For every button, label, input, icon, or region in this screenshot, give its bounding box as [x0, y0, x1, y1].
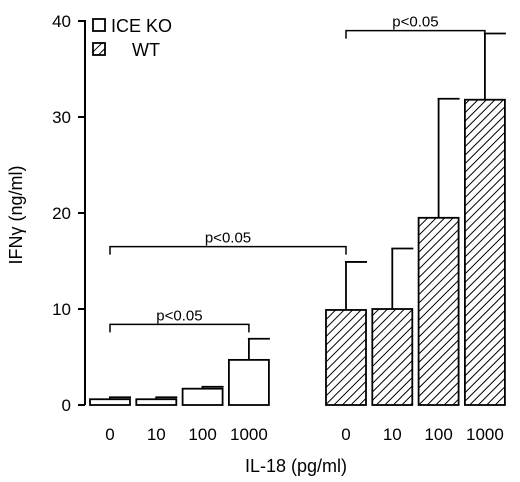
x-axis-title: IL-18 (pg/ml) — [245, 456, 347, 476]
x-tick-label: 10 — [383, 425, 402, 444]
y-tick-label: 40 — [52, 12, 71, 31]
x-tick-label: 100 — [424, 425, 452, 444]
bar-1-1 — [371, 308, 414, 406]
x-axis-tick-labels: 0 10 100 1000 0 10 100 1000 — [105, 425, 504, 444]
bar-0-3 — [227, 358, 270, 406]
significance-bracket — [109, 245, 347, 255]
legend-label-wt: WT — [132, 40, 160, 60]
bar-1-3 — [463, 98, 506, 406]
error-bars — [109, 32, 506, 400]
significance-label: p<0.05 — [392, 14, 438, 31]
legend-label-ice-ko: ICE KO — [111, 16, 172, 36]
bar-0-2 — [181, 387, 224, 406]
x-tick-label: 0 — [105, 425, 114, 444]
significance-bracket — [345, 29, 486, 39]
legend-swatch-wt — [92, 42, 106, 56]
y-axis-title: IFNγ (ng/ml) — [6, 166, 26, 265]
y-axis-ticks: 0 10 20 30 40 — [52, 12, 85, 415]
x-tick-label: 100 — [188, 425, 216, 444]
bar-1-2 — [417, 216, 460, 406]
bar-0-0 — [89, 398, 131, 406]
significance-annotations: p<0.05 p<0.05 p<0.05 — [109, 14, 486, 333]
bar-0-1 — [135, 398, 178, 406]
x-tick-label: 1000 — [230, 425, 268, 444]
significance-label: p<0.05 — [156, 307, 202, 324]
y-tick-label: 20 — [52, 204, 71, 223]
x-tick-label: 10 — [147, 425, 166, 444]
x-tick-label: 1000 — [466, 425, 504, 444]
significance-label: p<0.05 — [205, 230, 251, 247]
y-tick-label: 10 — [52, 300, 71, 319]
x-tick-label: 0 — [341, 425, 350, 444]
y-tick-label: 30 — [52, 108, 71, 127]
y-tick-label: 0 — [62, 396, 71, 415]
bar-1-0 — [325, 309, 367, 406]
bars — [89, 98, 506, 406]
significance-bracket — [109, 323, 250, 333]
legend-swatch-ice-ko — [92, 18, 106, 32]
legend: ICE KO WT — [92, 16, 172, 60]
